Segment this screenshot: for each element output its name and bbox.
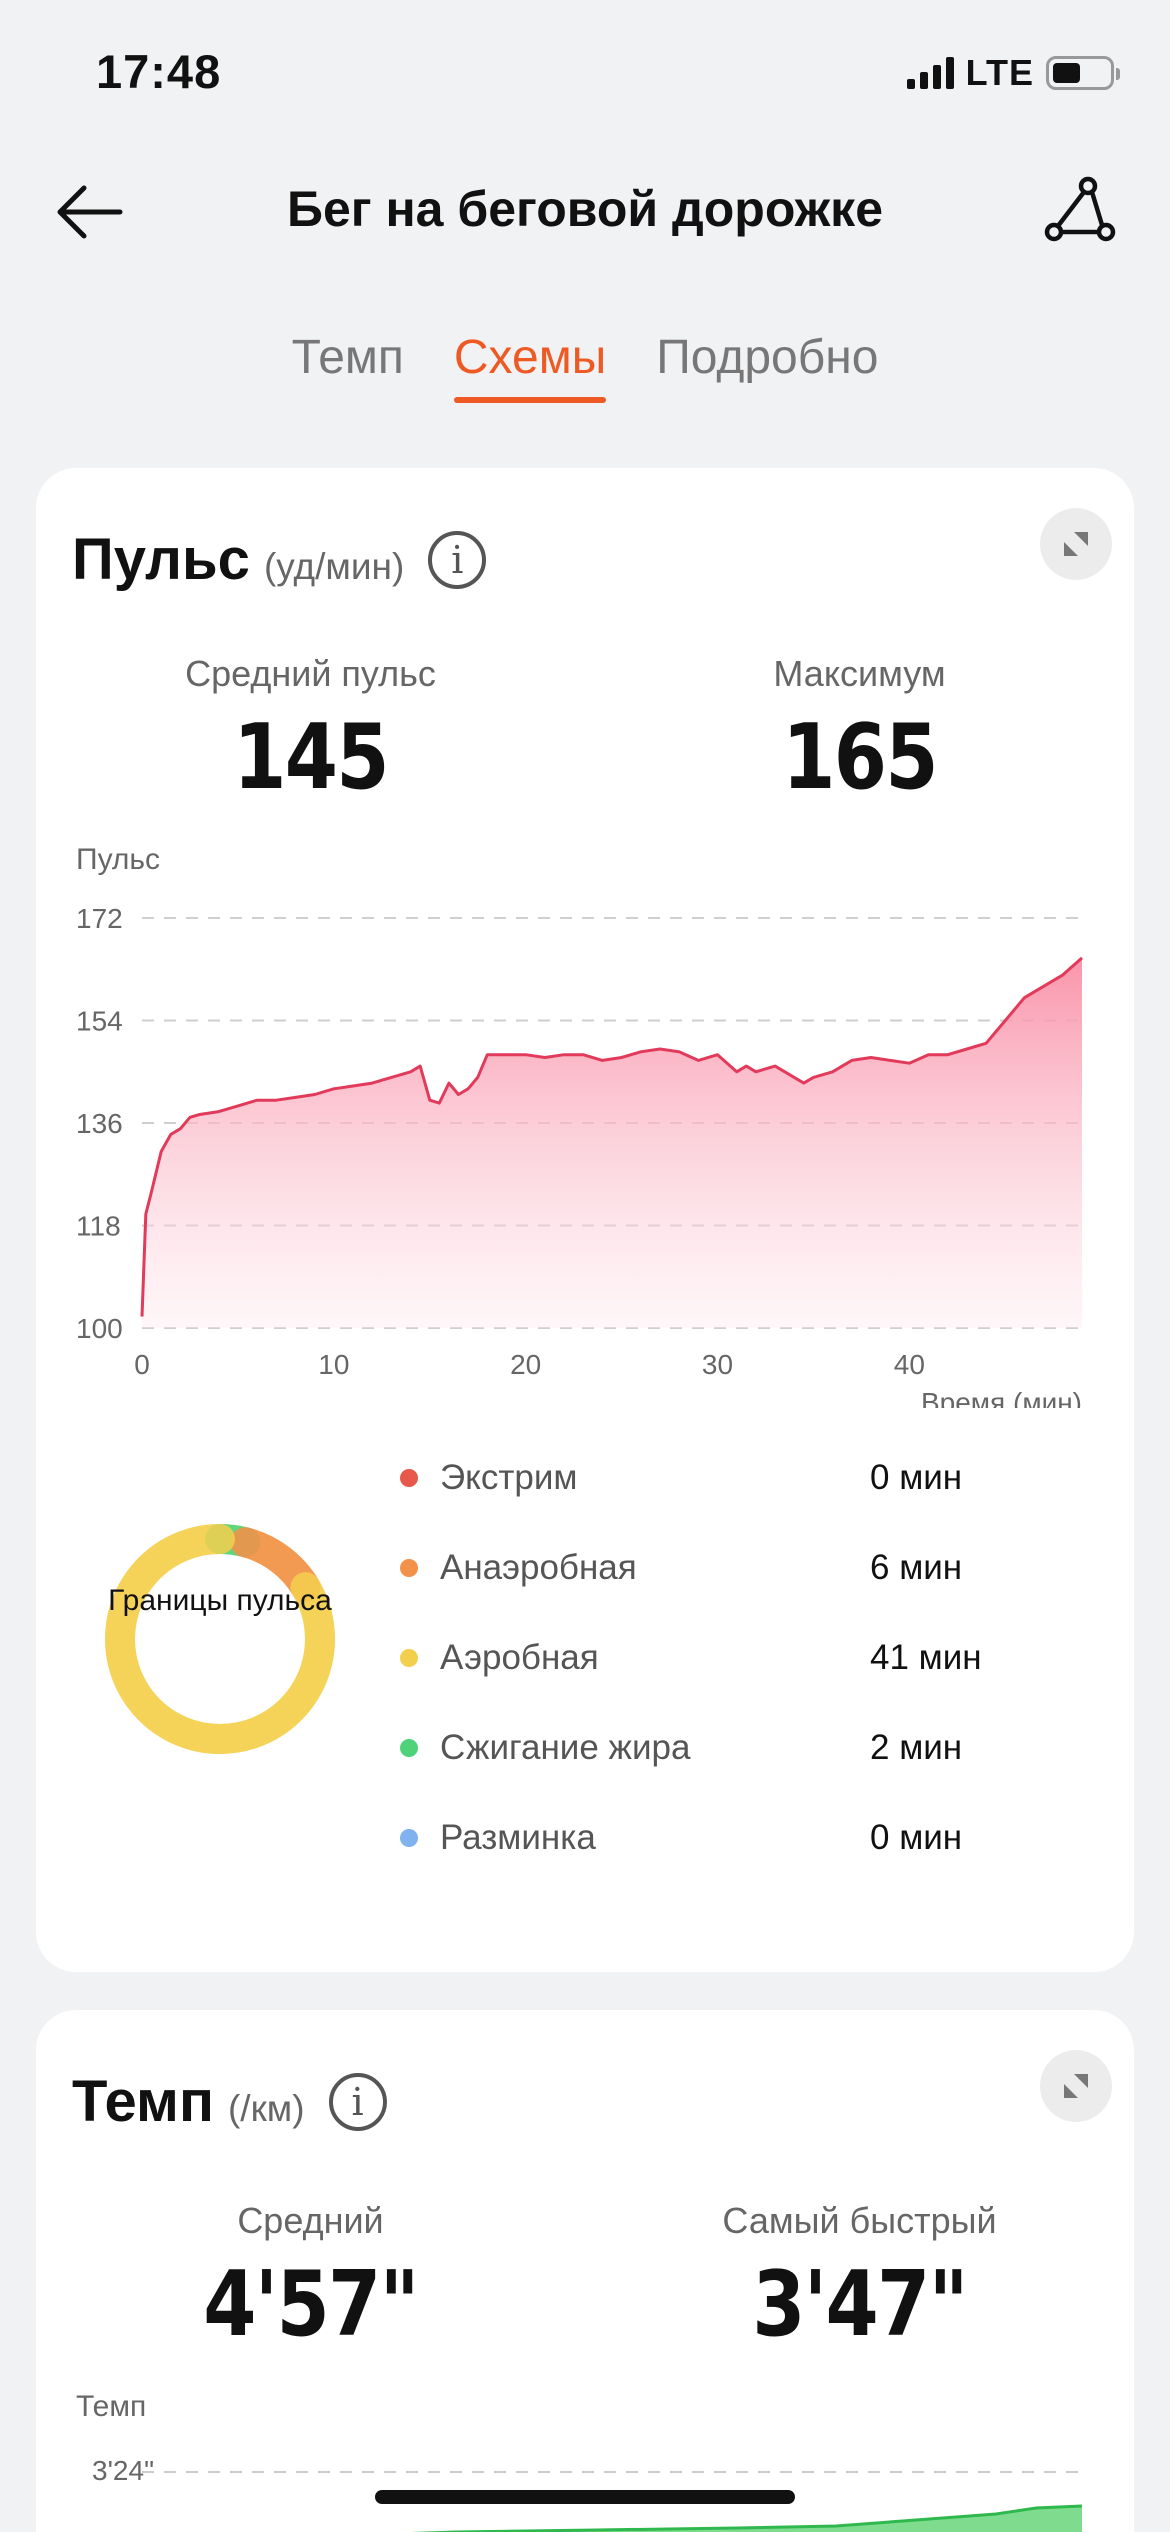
expand-button[interactable] (1040, 508, 1112, 580)
pace-header: Темп (/км) i (72, 2068, 387, 2135)
max-heart-rate: Максимум 165 (585, 653, 1134, 810)
heart-rate-header: Пульс (уд/мин) i (72, 526, 487, 593)
zone-name: Сжигание жира (440, 1728, 691, 1767)
zone-list: Экстрим 0 мин Анаэробная 6 мин Аэробная 41 ми… (396, 1433, 1096, 1883)
pace-unit: (/км) (227, 2088, 305, 2129)
expand-button[interactable] (1040, 2050, 1112, 2122)
avg-pace-value: 4'57" (203, 2252, 419, 2357)
zone-name: Разминка (440, 1818, 596, 1857)
max-heart-rate-label: Максимум (773, 653, 946, 694)
zone-color-dot (400, 1559, 418, 1577)
zone-duration: 41 мин (870, 1638, 982, 1677)
network-label: LTE (965, 52, 1034, 93)
pace-axis-name: Темп (76, 2390, 147, 2423)
expand-icon (1064, 532, 1088, 556)
zone-row: Сжигание жира 2 мин (396, 1703, 1096, 1793)
status-indicators: LTE (906, 52, 1120, 94)
fastest-pace: Самый быстрый 3'47" (585, 2200, 1134, 2357)
zone-duration: 6 мин (870, 1548, 963, 1587)
hr-y-tick-label: 172 (76, 903, 123, 934)
tab-bar: Темп Схемы Подробно (0, 330, 1170, 403)
pace-line (410, 2504, 1083, 2532)
nav-bar: Бег на беговой дорожке (0, 150, 1170, 270)
heart-rate-title: Пульс (72, 527, 250, 592)
zones-donut-chart (105, 1524, 335, 1754)
signal-icon (906, 57, 954, 89)
zone-row: Анаэробная 6 мин (396, 1523, 1096, 1613)
tab-pace[interactable]: Темп (291, 331, 404, 384)
heart-rate-zones: Границы пульса Экстрим 0 мин Анаэробная 6 м… (36, 1433, 1134, 1933)
fastest-pace-label: Самый быстрый (722, 2200, 997, 2241)
pace-tick-label: 3'24" (92, 2455, 154, 2486)
tab-charts[interactable]: Схемы (453, 330, 607, 403)
hr-x-tick-label: 30 (702, 1349, 733, 1380)
zone-duration: 0 мин (870, 1458, 963, 1497)
route-button[interactable] (1040, 170, 1120, 250)
zone-color-dot (400, 1829, 418, 1847)
zone-row: Аэробная 41 мин (396, 1613, 1096, 1703)
pace-card: Темп (/км) i Средний 4'57" Самый быстрый… (36, 2010, 1134, 2532)
zone-duration: 2 мин (870, 1728, 963, 1767)
hr-line (140, 956, 1083, 1317)
back-button[interactable] (50, 172, 130, 252)
home-indicator[interactable] (375, 2490, 795, 2504)
hr-x-tick-label: 20 (510, 1349, 541, 1380)
pace-title: Темп (72, 2069, 214, 2134)
pace-area (456, 2506, 1082, 2532)
hr-axis-name: Пульс (76, 843, 161, 876)
heart-rate-stats: Средний пульс 145 Максимум 165 (36, 653, 1134, 810)
avg-heart-rate-value: 145 (233, 705, 389, 810)
hr-y-tick-label: 100 (76, 1313, 123, 1344)
max-heart-rate-value: 165 (782, 705, 938, 810)
zone-row: Экстрим 0 мин (396, 1433, 1096, 1523)
zone-name: Аэробная (440, 1638, 599, 1677)
zone-color-dot (400, 1649, 418, 1667)
donut-segment (105, 1524, 335, 1754)
pace-stats: Средний 4'57" Самый быстрый 3'47" (36, 2200, 1134, 2357)
heart-rate-unit: (уд/мин) (263, 546, 405, 587)
tab-details[interactable]: Подробно (656, 331, 879, 384)
avg-heart-rate-label: Средний пульс (185, 653, 436, 694)
info-icon[interactable]: i (428, 530, 487, 589)
hr-x-tick-label: 10 (318, 1349, 349, 1380)
zone-name: Анаэробная (440, 1548, 637, 1587)
heart-rate-chart: 100 118 136 154 172 0 10 20 30 40 Время (мин) (76, 903, 1083, 1408)
pace-chart: 3'24" (92, 2455, 1083, 2532)
hr-y-tick-label: 136 (76, 1108, 123, 1139)
hr-x-tick-label: 0 (134, 1349, 150, 1380)
page-title: Бег на беговой дорожке (287, 181, 883, 237)
status-bar: 17:48 LTE (0, 0, 1170, 150)
hr-y-tick-label: 154 (76, 1006, 123, 1037)
zone-name: Экстрим (440, 1458, 578, 1497)
info-icon[interactable]: i (328, 2072, 387, 2131)
hr-x-axis-label: Время (мин) (921, 1387, 1082, 1408)
route-share-icon (1044, 176, 1116, 242)
zone-duration: 0 мин (870, 1818, 963, 1857)
avg-pace: Средний 4'57" (36, 2200, 585, 2357)
zone-color-dot (400, 1739, 418, 1757)
zone-color-dot (400, 1469, 418, 1487)
arrow-left-icon (57, 185, 123, 239)
hr-x-tick-label: 40 (894, 1349, 925, 1380)
fastest-pace-value: 3'47" (752, 2252, 968, 2357)
avg-heart-rate: Средний пульс 145 (36, 653, 585, 810)
battery-icon (1046, 56, 1120, 90)
hr-y-tick-label: 118 (76, 1211, 121, 1242)
status-time: 17:48 (96, 45, 222, 98)
zones-donut-label: Границы пульса (108, 1584, 332, 1617)
avg-pace-label: Средний (237, 2200, 384, 2241)
heart-rate-card: Пульс (уд/мин) i Средний пульс 145 Макси… (36, 468, 1134, 1972)
hr-area (142, 957, 1082, 1328)
expand-icon (1064, 2074, 1088, 2098)
zone-row: Разминка 0 мин (396, 1793, 1096, 1883)
